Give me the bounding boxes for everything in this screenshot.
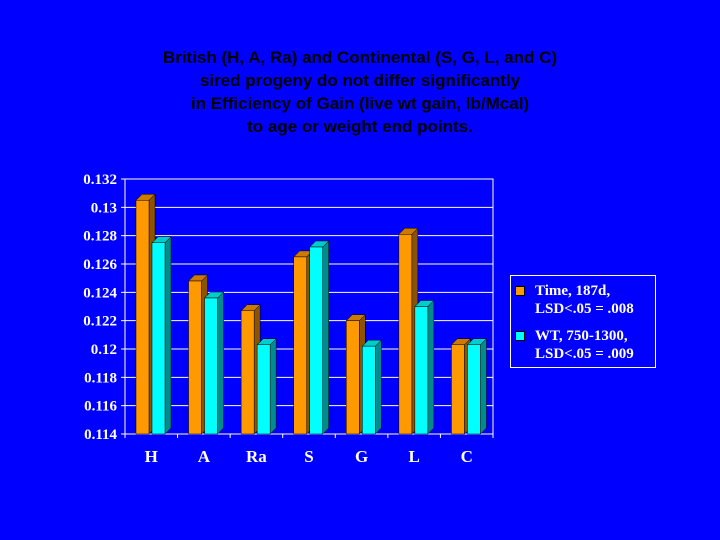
x-tick-label: S <box>304 447 313 466</box>
bar-wt-s <box>309 246 323 435</box>
bar-wt-ra <box>256 344 271 435</box>
bar-time-l <box>398 234 413 435</box>
bar-time-s <box>293 256 307 435</box>
y-tick-label: 0.114 <box>84 427 117 443</box>
y-tick-label: 0.132 <box>83 172 117 188</box>
title-line-1: British (H, A, Ra) and Continental (S, G… <box>162 48 558 67</box>
bar-side <box>375 339 382 435</box>
bar-wt-g <box>362 345 376 435</box>
y-tick-label: 0.116 <box>84 399 117 415</box>
title-line-2: sired progeny do not differ significantl… <box>199 71 521 90</box>
bar-side <box>427 299 435 435</box>
x-tick-label: G <box>355 447 368 466</box>
legend-swatch-wt <box>515 331 525 341</box>
x-axis-ticks: H A Ra S G L C <box>124 434 494 466</box>
y-tick-label: 0.122 <box>83 314 117 330</box>
y-tick-label: 0.12 <box>91 342 117 358</box>
bar-side <box>217 291 224 435</box>
bar-side <box>322 240 329 435</box>
bar-wt-a <box>204 297 218 435</box>
x-tick-label: L <box>408 447 419 466</box>
bars <box>135 193 488 435</box>
x-tick-label: A <box>198 447 211 466</box>
bar-time-ra <box>240 310 255 435</box>
y-tick-label: 0.124 <box>83 285 117 301</box>
legend-label-wt: WT, 750-1300, LSD<.05 = .009 <box>535 328 634 362</box>
chart-title: British (H, A, Ra) and Continental (S, G… <box>0 46 720 138</box>
x-tick-label: Ra <box>246 447 267 466</box>
legend: Time, 187d, LSD<.05 = .008 WT, 750-1300,… <box>510 275 656 368</box>
bar-wt-l <box>414 306 429 435</box>
y-axis-ticks: 0.132 0.13 0.128 0.126 0.124 0.122 0.12 0.118 0.… <box>83 172 125 443</box>
bar-side <box>480 338 487 435</box>
x-tick-label: C <box>461 447 473 466</box>
bar-time-h <box>135 200 150 435</box>
y-tick-label: 0.128 <box>83 229 117 245</box>
legend-label-time: Time, 187d, LSD<.05 = .008 <box>535 283 634 317</box>
legend-swatch-time <box>515 286 525 296</box>
bar-side <box>164 236 172 435</box>
bar-side <box>269 338 277 435</box>
title-line-3: in Efficiency of Gain (live wt gain, lb/… <box>190 94 530 113</box>
bar-time-g <box>346 320 360 435</box>
bar-time-c <box>451 344 465 435</box>
y-tick-label: 0.126 <box>83 257 117 273</box>
bar-wt-c <box>467 344 481 435</box>
y-tick-label: 0.13 <box>91 200 117 216</box>
x-tick-label: H <box>145 447 158 466</box>
title-line-4: to age or weight end points. <box>247 117 473 136</box>
bar-time-a <box>188 280 202 435</box>
bar-wt-h <box>151 242 166 435</box>
y-tick-label: 0.118 <box>84 370 117 386</box>
